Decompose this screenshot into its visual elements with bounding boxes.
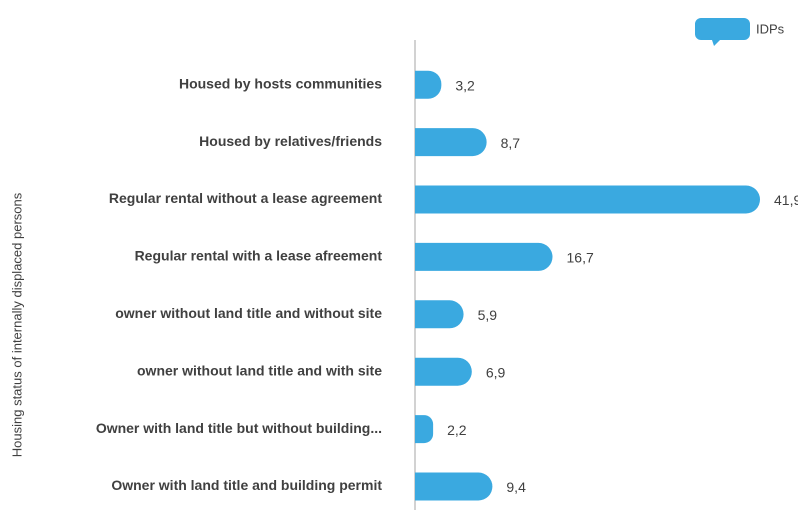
bar — [415, 242, 553, 271]
data-label: 41,9 — [774, 192, 798, 208]
data-label: 16,7 — [567, 250, 594, 266]
category-label: owner without land title and with site — [137, 362, 382, 378]
y-axis-title: Housing status of internally displaced p… — [9, 192, 24, 457]
bar — [415, 70, 442, 99]
bar — [415, 415, 434, 444]
category-label: Regular rental with a lease afreement — [135, 248, 383, 264]
data-label: 3,2 — [455, 77, 475, 93]
bar — [415, 128, 487, 157]
bar — [415, 300, 464, 329]
legend-label: IDPs — [756, 21, 785, 36]
data-label: 5,9 — [478, 307, 498, 323]
category-label: Owner with land title and building permi… — [111, 477, 382, 493]
category-label: Regular rental without a lease agreement — [109, 190, 382, 206]
category-label: Housed by hosts communities — [179, 75, 382, 91]
data-label: 2,2 — [447, 422, 467, 438]
legend-swatch — [695, 18, 750, 46]
bar — [415, 185, 760, 214]
bar — [415, 357, 472, 386]
category-label: Owner with land title but without buildi… — [96, 420, 382, 436]
data-label: 8,7 — [501, 135, 521, 151]
data-label: 6,9 — [486, 364, 506, 380]
category-label: owner without land title and without sit… — [115, 305, 382, 321]
bar — [415, 472, 493, 501]
data-label: 9,4 — [506, 479, 526, 495]
category-label: Housed by relatives/friends — [199, 133, 382, 149]
